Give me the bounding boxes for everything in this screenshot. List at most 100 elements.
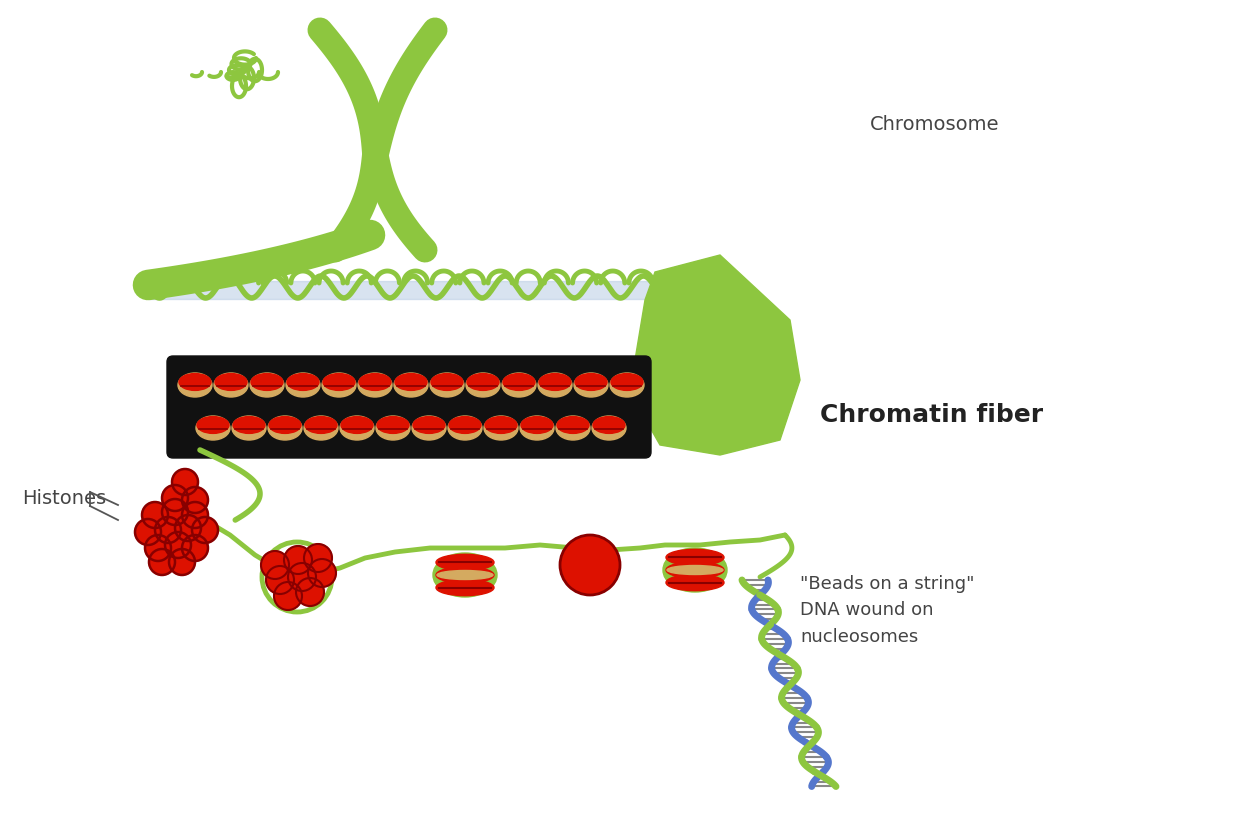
- Ellipse shape: [538, 373, 572, 397]
- Circle shape: [142, 502, 168, 528]
- Ellipse shape: [377, 417, 409, 433]
- Ellipse shape: [520, 416, 554, 440]
- Ellipse shape: [251, 374, 283, 390]
- Ellipse shape: [394, 373, 428, 397]
- Ellipse shape: [608, 371, 646, 398]
- Ellipse shape: [270, 417, 301, 433]
- Text: Chromosome: Chromosome: [870, 116, 999, 135]
- Ellipse shape: [357, 373, 393, 397]
- Circle shape: [182, 487, 208, 513]
- Ellipse shape: [267, 415, 303, 441]
- Ellipse shape: [341, 417, 372, 433]
- Ellipse shape: [212, 371, 250, 398]
- Circle shape: [149, 549, 176, 575]
- Ellipse shape: [609, 373, 645, 397]
- Ellipse shape: [413, 416, 446, 440]
- Circle shape: [162, 499, 188, 525]
- Circle shape: [166, 532, 191, 558]
- Ellipse shape: [592, 416, 626, 440]
- Text: Histones: Histones: [23, 489, 107, 508]
- Circle shape: [288, 563, 316, 591]
- Ellipse shape: [466, 374, 499, 390]
- Ellipse shape: [502, 373, 535, 397]
- Ellipse shape: [339, 415, 375, 441]
- Circle shape: [155, 517, 181, 543]
- Ellipse shape: [321, 371, 357, 398]
- Ellipse shape: [393, 371, 430, 398]
- Ellipse shape: [197, 417, 229, 433]
- Ellipse shape: [214, 373, 248, 397]
- Ellipse shape: [194, 415, 232, 441]
- Ellipse shape: [359, 374, 391, 390]
- Circle shape: [145, 535, 171, 561]
- Ellipse shape: [322, 373, 356, 397]
- Ellipse shape: [356, 371, 394, 398]
- Ellipse shape: [286, 373, 320, 397]
- Ellipse shape: [303, 416, 339, 440]
- Ellipse shape: [250, 373, 283, 397]
- Ellipse shape: [666, 549, 724, 565]
- Circle shape: [182, 535, 208, 561]
- Ellipse shape: [611, 374, 643, 390]
- Circle shape: [275, 582, 302, 610]
- Circle shape: [266, 566, 293, 594]
- Circle shape: [162, 485, 188, 511]
- Ellipse shape: [248, 371, 286, 398]
- Ellipse shape: [413, 417, 445, 433]
- Ellipse shape: [233, 417, 265, 433]
- Ellipse shape: [593, 417, 624, 433]
- Ellipse shape: [179, 374, 211, 390]
- Ellipse shape: [395, 374, 428, 390]
- Ellipse shape: [214, 374, 247, 390]
- Ellipse shape: [574, 373, 608, 397]
- Ellipse shape: [449, 417, 482, 433]
- Circle shape: [182, 502, 208, 528]
- Ellipse shape: [554, 415, 592, 441]
- Circle shape: [135, 519, 161, 545]
- Ellipse shape: [537, 371, 573, 398]
- Ellipse shape: [196, 416, 229, 440]
- Text: Chromatin fiber: Chromatin fiber: [820, 403, 1043, 427]
- Ellipse shape: [302, 415, 340, 441]
- Ellipse shape: [232, 416, 266, 440]
- Circle shape: [283, 546, 312, 574]
- Ellipse shape: [431, 374, 463, 390]
- Ellipse shape: [483, 415, 519, 441]
- Ellipse shape: [667, 565, 724, 574]
- Ellipse shape: [556, 416, 589, 440]
- Ellipse shape: [285, 371, 321, 398]
- Ellipse shape: [430, 373, 464, 397]
- Ellipse shape: [287, 374, 319, 390]
- Ellipse shape: [503, 374, 535, 390]
- Ellipse shape: [518, 415, 556, 441]
- Ellipse shape: [446, 415, 484, 441]
- Ellipse shape: [666, 562, 724, 578]
- Ellipse shape: [375, 415, 411, 441]
- Ellipse shape: [466, 373, 500, 397]
- Circle shape: [261, 551, 288, 579]
- Ellipse shape: [591, 415, 627, 441]
- Circle shape: [192, 517, 218, 543]
- Ellipse shape: [305, 417, 337, 433]
- Circle shape: [365, 145, 385, 165]
- Circle shape: [169, 549, 196, 575]
- Ellipse shape: [485, 417, 517, 433]
- Ellipse shape: [433, 553, 497, 597]
- Ellipse shape: [178, 373, 212, 397]
- Ellipse shape: [573, 371, 609, 398]
- FancyBboxPatch shape: [167, 356, 651, 458]
- Circle shape: [303, 544, 332, 572]
- Circle shape: [308, 559, 336, 587]
- Ellipse shape: [484, 416, 518, 440]
- Ellipse shape: [576, 374, 607, 390]
- Ellipse shape: [268, 416, 302, 440]
- Ellipse shape: [177, 371, 213, 398]
- Circle shape: [296, 578, 324, 606]
- Circle shape: [172, 469, 198, 495]
- Text: "Beads on a string"
DNA wound on
nucleosomes: "Beads on a string" DNA wound on nucleos…: [800, 575, 974, 645]
- Ellipse shape: [539, 374, 571, 390]
- Ellipse shape: [340, 416, 374, 440]
- Circle shape: [561, 535, 619, 595]
- Ellipse shape: [324, 374, 355, 390]
- Ellipse shape: [410, 415, 448, 441]
